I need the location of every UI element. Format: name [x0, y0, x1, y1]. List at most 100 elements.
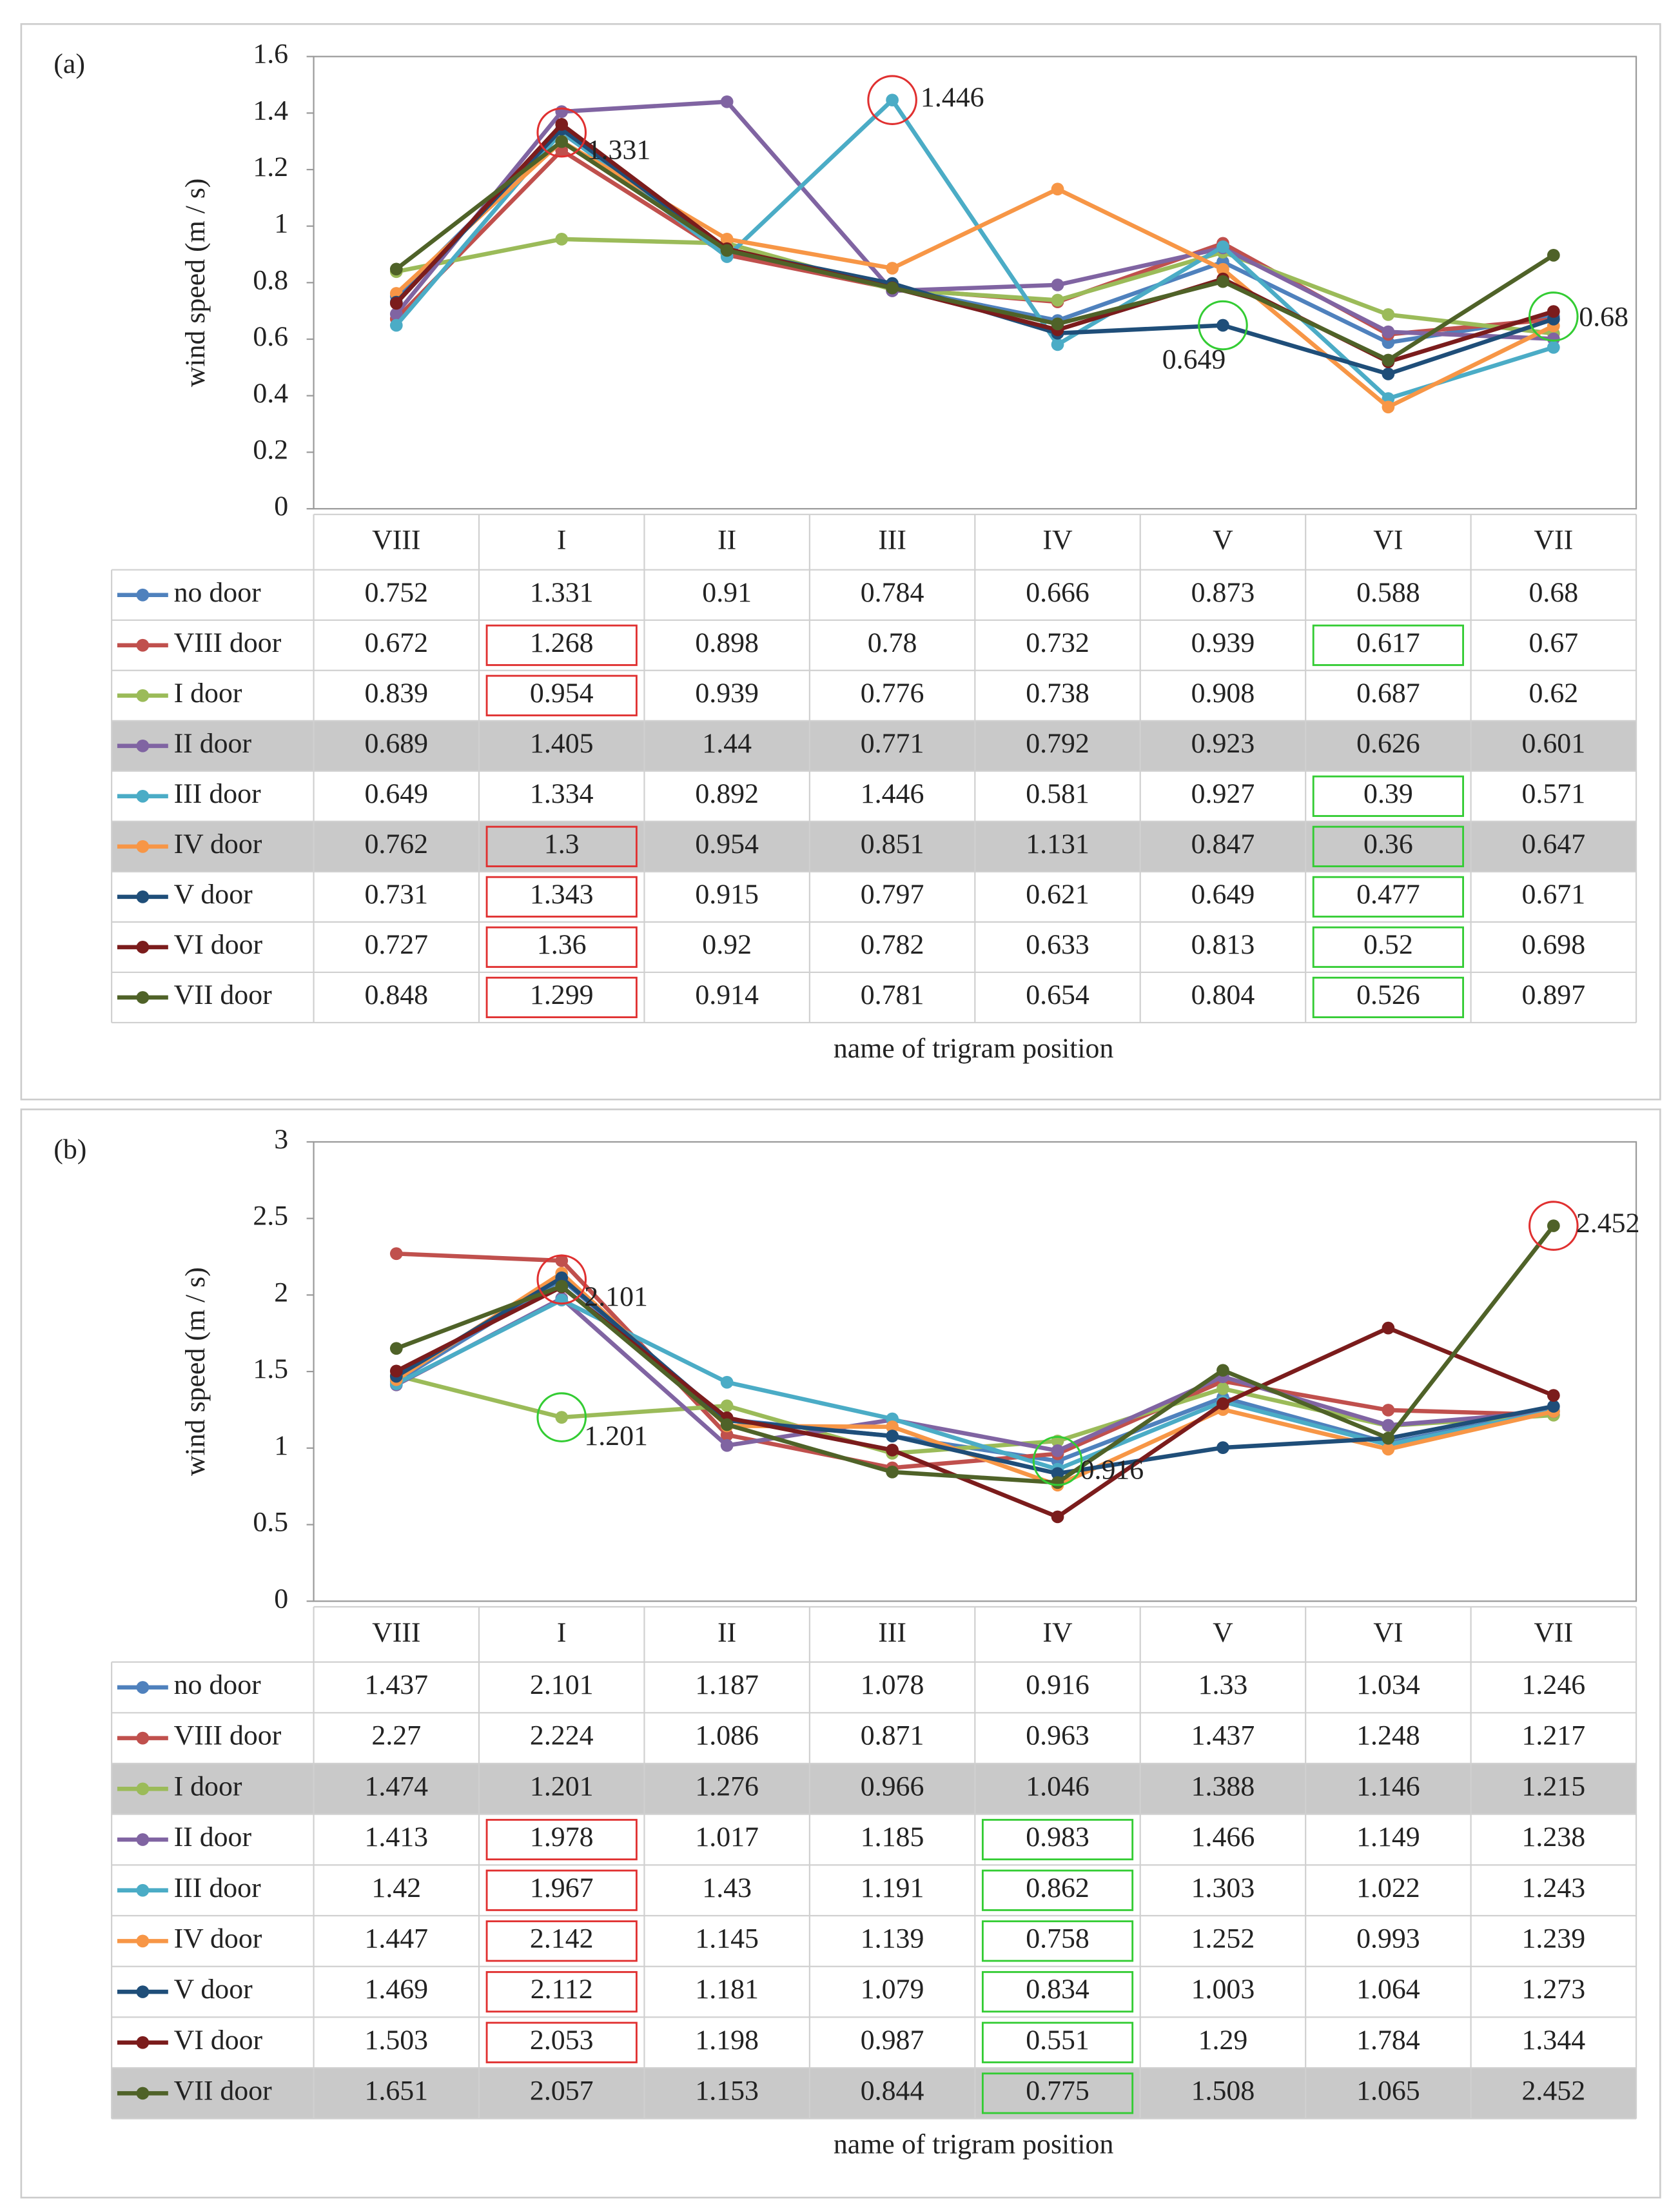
- data-point: [1547, 1389, 1560, 1402]
- x-tick-label: V: [1213, 525, 1233, 556]
- table-cell: 1.185: [861, 1822, 924, 1852]
- table-cell: 1.344: [1522, 2025, 1586, 2056]
- table-cell: 0.782: [861, 929, 924, 960]
- table-cell: 0.908: [1191, 678, 1255, 709]
- data-point: [720, 232, 734, 246]
- table-cell: 0.581: [1026, 778, 1089, 809]
- table-cell: 0.91: [702, 577, 752, 608]
- table-cell: 0.813: [1191, 929, 1255, 960]
- table-cell: 1.079: [861, 1974, 924, 2005]
- table-cell: 0.647: [1522, 829, 1586, 860]
- x-tick-label: III: [878, 525, 906, 556]
- cell-highlight: [981, 1818, 1134, 1861]
- data-point: [1382, 1419, 1395, 1432]
- table-cell: 1.437: [364, 1669, 428, 1700]
- x-tick-label: VI: [1373, 1617, 1403, 1648]
- x-axis-label: name of trigram position: [834, 2129, 1114, 2160]
- data-point: [389, 262, 403, 276]
- table-cell: 1.44: [702, 728, 752, 759]
- x-tick-label: VIII: [372, 1617, 420, 1648]
- data-point: [1382, 400, 1395, 414]
- cell-highlight: [485, 1920, 638, 1962]
- annotation-circle: [1032, 1435, 1083, 1486]
- data-point: [1051, 293, 1064, 307]
- legend-marker: [136, 1782, 150, 1796]
- legend-entry: IV door: [174, 829, 262, 860]
- panel-label: (a): [54, 48, 85, 79]
- x-tick-label: II: [718, 1617, 736, 1648]
- table-cell: 0.776: [861, 678, 924, 709]
- table-cell: 1.248: [1356, 1720, 1420, 1751]
- data-point: [1547, 1219, 1560, 1232]
- series-line: [396, 1251, 1554, 1470]
- x-tick-label: II: [718, 525, 736, 556]
- y-tick-label: 0: [274, 491, 288, 522]
- row-shade: [112, 720, 1637, 771]
- cell-highlight: [485, 926, 638, 968]
- x-axis-label: name of trigram position: [834, 1033, 1114, 1064]
- data-point: [1382, 1321, 1395, 1335]
- table-cell: 0.731: [364, 879, 428, 910]
- annotation-circle: [536, 1254, 587, 1305]
- table-cell: 0.672: [364, 627, 428, 658]
- data-point: [1216, 1364, 1229, 1377]
- table-cell: 0.52: [1363, 929, 1413, 960]
- cell-highlight: [981, 2021, 1134, 2063]
- table-cell: 0.993: [1356, 1923, 1420, 1954]
- table-cell: 2.224: [530, 1720, 594, 1751]
- table-cell: 0.839: [364, 678, 428, 709]
- table-cell: 1.153: [695, 2075, 759, 2106]
- x-tick-label: III: [878, 1617, 906, 1648]
- x-tick-label: V: [1213, 1617, 1233, 1648]
- table-cell: 0.617: [1356, 627, 1420, 658]
- annotation-circle: [536, 107, 587, 158]
- table-cell: 1.503: [364, 2025, 428, 2056]
- legend-entry: I door: [174, 678, 242, 709]
- data-point: [1382, 308, 1395, 321]
- data-point: [1382, 353, 1395, 367]
- table-cell: 1.131: [1026, 829, 1089, 860]
- table-cell: 1.246: [1522, 1669, 1586, 1700]
- cell-highlight: [981, 1970, 1134, 2013]
- table-cell: 1.201: [530, 1771, 594, 1802]
- data-point: [1216, 319, 1229, 332]
- cell-highlight: [1312, 775, 1464, 817]
- legend-marker: [136, 2087, 150, 2100]
- table-cell: 1.437: [1191, 1720, 1255, 1751]
- legend-entry: V door: [174, 879, 253, 910]
- legend-entry: VI door: [174, 929, 263, 960]
- legend-marker: [136, 1833, 150, 1846]
- table-cell: 0.775: [1026, 2075, 1089, 2106]
- table-cell: 1.3: [544, 829, 580, 860]
- data-point: [555, 118, 569, 131]
- annotation-label: 1.331: [587, 134, 651, 165]
- legend-marker: [136, 1883, 150, 1897]
- cell-highlight: [485, 876, 638, 918]
- data-point: [1382, 1404, 1395, 1417]
- data-point: [720, 1439, 734, 1452]
- panel-label: (b): [54, 1134, 86, 1164]
- legend-entry: III door: [174, 1872, 261, 1903]
- data-point: [1216, 240, 1229, 253]
- table-cell: 0.732: [1026, 627, 1089, 658]
- table-cell: 1.33: [1198, 1669, 1248, 1700]
- data-point: [720, 244, 734, 257]
- table-cell: 1.303: [1191, 1872, 1255, 1903]
- table-cell: 1.215: [1522, 1771, 1586, 1802]
- table-cell: 1.466: [1191, 1822, 1255, 1852]
- y-tick-label: 0: [274, 1583, 288, 1614]
- table-cell: 0.526: [1356, 979, 1420, 1010]
- legend-marker: [136, 638, 150, 652]
- legend-entry: VIII door: [174, 1720, 282, 1751]
- table-cell: 0.792: [1026, 728, 1089, 759]
- legend-marker: [136, 1985, 150, 1998]
- table-cell: 0.954: [530, 678, 594, 709]
- table-cell: 0.897: [1522, 979, 1586, 1010]
- y-tick-label: 3: [274, 1124, 288, 1155]
- data-point: [389, 1342, 403, 1355]
- data-point: [555, 1411, 569, 1424]
- legend-entry: VII door: [174, 2075, 273, 2106]
- cell-highlight: [981, 1920, 1134, 1962]
- table-cell: 0.626: [1356, 728, 1420, 759]
- data-point: [720, 1418, 734, 1431]
